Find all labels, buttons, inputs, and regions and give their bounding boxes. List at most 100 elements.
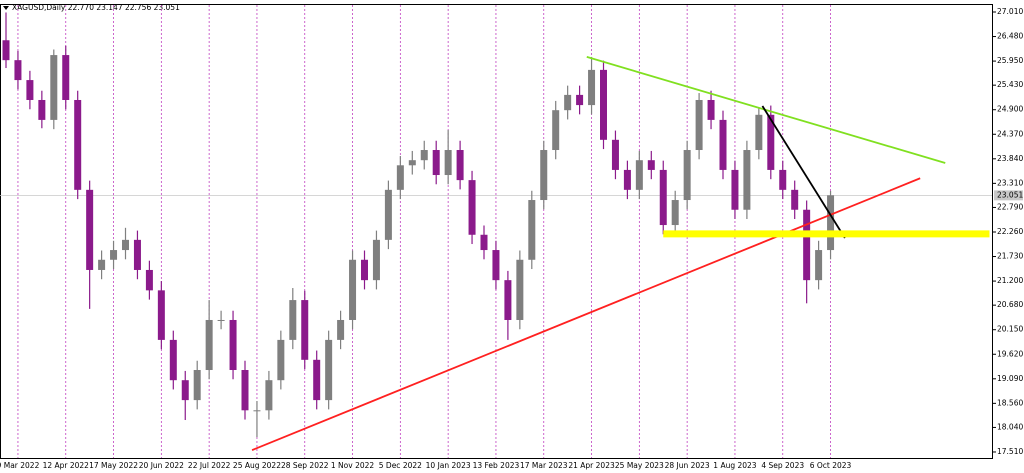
x-tick-label: 17 May 2022 [89, 461, 138, 470]
candle-body [647, 160, 655, 170]
candle-body [50, 55, 58, 120]
chart-title: XAGUSD,Daily 22.770 23.147 22.756 23.051 [12, 3, 180, 12]
candle-body [408, 160, 416, 166]
y-tick-label: 26.480 [997, 32, 1023, 41]
candle-body [767, 114, 775, 170]
candle-body [277, 339, 285, 381]
candle-body [253, 410, 261, 412]
candle-body [361, 259, 368, 281]
candle-body [181, 380, 189, 401]
y-tick-label: 20.680 [997, 300, 1023, 309]
candle-body [217, 319, 225, 321]
candle-body [193, 370, 201, 401]
candle-body [86, 189, 94, 270]
candle-body [62, 55, 70, 100]
candle-body [122, 239, 129, 251]
y-tick-label: 27.010 [997, 7, 1023, 16]
candle-body [635, 160, 643, 190]
candle-body [480, 234, 488, 251]
candle-body [384, 189, 392, 240]
x-tick-label: 10 Jan 2023 [426, 461, 471, 470]
x-tick-label: 21 Apr 2023 [568, 461, 615, 470]
candle-body [540, 150, 548, 201]
y-tick-label: 25.950 [997, 56, 1023, 65]
y-tick-label: 20.150 [997, 325, 1023, 334]
candle-body [265, 380, 273, 411]
collapse-icon [3, 6, 9, 10]
candle-body [564, 94, 572, 111]
x-tick-label: 4 Sep 2023 [761, 461, 804, 470]
x-tick-label: 1 Aug 2023 [713, 461, 756, 470]
y-tick-label: 25.430 [997, 80, 1023, 89]
candle-body [110, 250, 118, 260]
x-tick-label: 28 Sep 2022 [281, 461, 329, 470]
candle-body [396, 165, 404, 190]
candle-body [372, 239, 380, 281]
trend-line [251, 177, 921, 451]
candle-body [719, 119, 727, 170]
y-tick-label: 17.510 [997, 447, 1023, 456]
y-tick-label: 21.730 [997, 252, 1023, 261]
candle-body [659, 169, 667, 226]
x-tick-label: 25 May 2023 [615, 461, 664, 470]
candle-body [74, 99, 82, 190]
candle-body [815, 250, 823, 281]
candle-body [301, 300, 309, 360]
candle-body [325, 339, 333, 401]
x-tick-label: 1 Nov 2022 [331, 461, 374, 470]
x-tick-label: 22 Jul 2022 [188, 461, 231, 470]
x-tick-label: 5 Dec 2022 [379, 461, 422, 470]
candle-body [504, 280, 512, 320]
x-tick-label: 12 Apr 2022 [43, 461, 90, 470]
candle-body [456, 150, 464, 181]
candle-body [683, 150, 691, 201]
candle-body [695, 99, 703, 151]
candle-body [623, 169, 631, 190]
candle-body [98, 259, 106, 270]
y-tick-label: 23.840 [997, 154, 1023, 163]
y-tick-label: 24.900 [997, 105, 1023, 114]
candle-body [205, 319, 213, 371]
x-tick-label: 28 Jun 2023 [665, 461, 710, 470]
y-tick-label: 18.040 [997, 422, 1023, 431]
candle-body [38, 99, 46, 120]
y-tick-label: 23.310 [997, 178, 1023, 187]
candle-body [516, 259, 524, 320]
candle-body [468, 180, 476, 235]
x-tick-label: 13 Feb 2023 [473, 461, 520, 470]
candle-body [26, 80, 34, 100]
candle-body [169, 339, 177, 381]
candle-body [349, 259, 357, 320]
y-tick-label: 19.090 [997, 374, 1023, 383]
y-tick-label: 22.790 [997, 202, 1023, 211]
candle-body [611, 139, 619, 170]
x-tick-label: 25 Aug 2022 [233, 461, 281, 470]
candle-body [432, 150, 440, 176]
candle-body [779, 169, 787, 190]
candle-body [145, 269, 153, 291]
candle-body [444, 150, 452, 176]
current-price-label: 23.051 [997, 190, 1023, 199]
candle-body [492, 250, 500, 281]
candle-body [755, 114, 763, 151]
candle-body [14, 60, 22, 81]
x-tick-label: 17 Mar 2023 [520, 461, 568, 470]
candle-body [289, 300, 297, 340]
x-tick-label: 20 Jun 2022 [139, 461, 184, 470]
trend-line [586, 56, 946, 164]
y-tick-label: 21.200 [997, 276, 1023, 285]
candle-body [743, 150, 751, 210]
candle-body [552, 110, 560, 151]
y-tick-label: 18.560 [997, 398, 1023, 407]
candle-body [420, 150, 428, 161]
candle-body [827, 195, 835, 251]
candle-body [313, 359, 321, 401]
candle-body [229, 319, 237, 371]
candle-body [528, 200, 536, 260]
candle-body [600, 69, 607, 140]
y-tick-label: 22.260 [997, 227, 1023, 236]
y-tick-label: 19.620 [997, 349, 1023, 358]
candle-body [241, 370, 249, 411]
candle-body [731, 169, 739, 210]
